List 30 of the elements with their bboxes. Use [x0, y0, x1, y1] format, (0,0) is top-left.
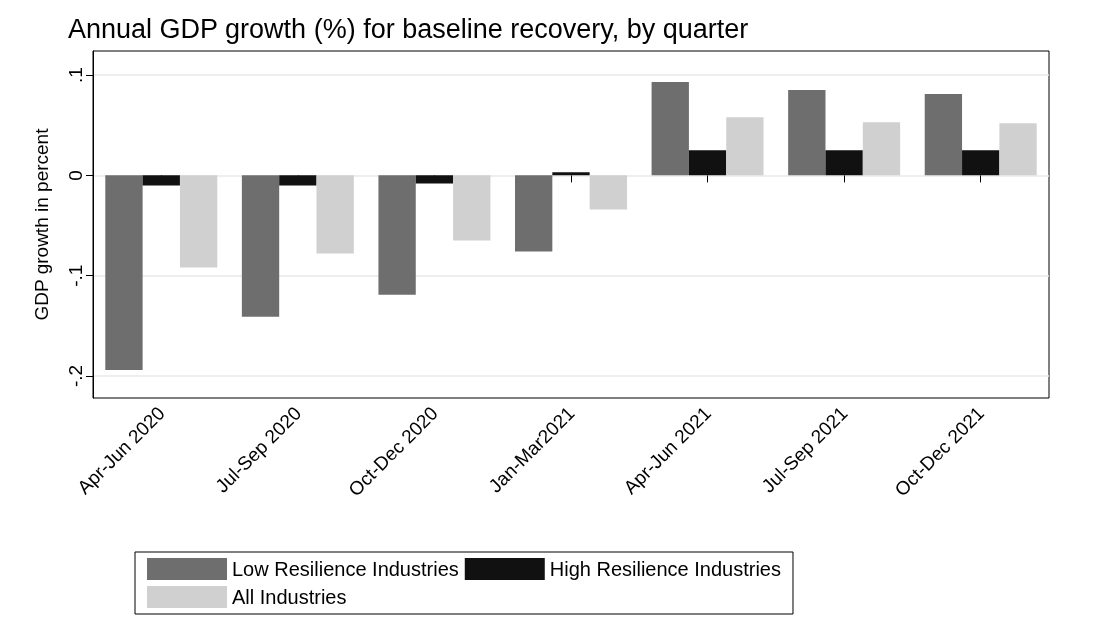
- bar: [515, 175, 553, 252]
- bar: [453, 175, 491, 241]
- bar: [589, 175, 627, 210]
- y-tick-label: 0: [65, 170, 86, 181]
- bar: [726, 117, 764, 176]
- bar: [788, 90, 826, 176]
- bar: [862, 122, 901, 176]
- bar: [962, 150, 1000, 176]
- y-tick-label: -.2: [65, 364, 86, 388]
- bar: [924, 94, 963, 176]
- bar: [825, 150, 863, 176]
- bar: [415, 175, 454, 184]
- y-axis-title: GDP growth in percent: [31, 127, 52, 321]
- bar: [552, 172, 590, 176]
- bar: [105, 175, 143, 370]
- legend-label: All Industries: [232, 586, 347, 608]
- bar: [688, 150, 727, 176]
- bar: [651, 82, 689, 176]
- bar: [279, 175, 317, 186]
- y-tick-label: -.1: [65, 264, 86, 287]
- bar: [378, 175, 416, 295]
- legend-label: High Resilience Industries: [549, 558, 782, 580]
- bar: [179, 175, 218, 268]
- bar: [316, 175, 354, 254]
- bar: [241, 175, 280, 317]
- bar: [999, 123, 1037, 176]
- y-tick-label: .1: [65, 67, 86, 83]
- legend-label: Low Resilience Industries: [232, 558, 459, 580]
- bar: [142, 175, 180, 186]
- chart-title: Annual GDP growth (%) for baseline recovery, by quarter: [68, 13, 749, 44]
